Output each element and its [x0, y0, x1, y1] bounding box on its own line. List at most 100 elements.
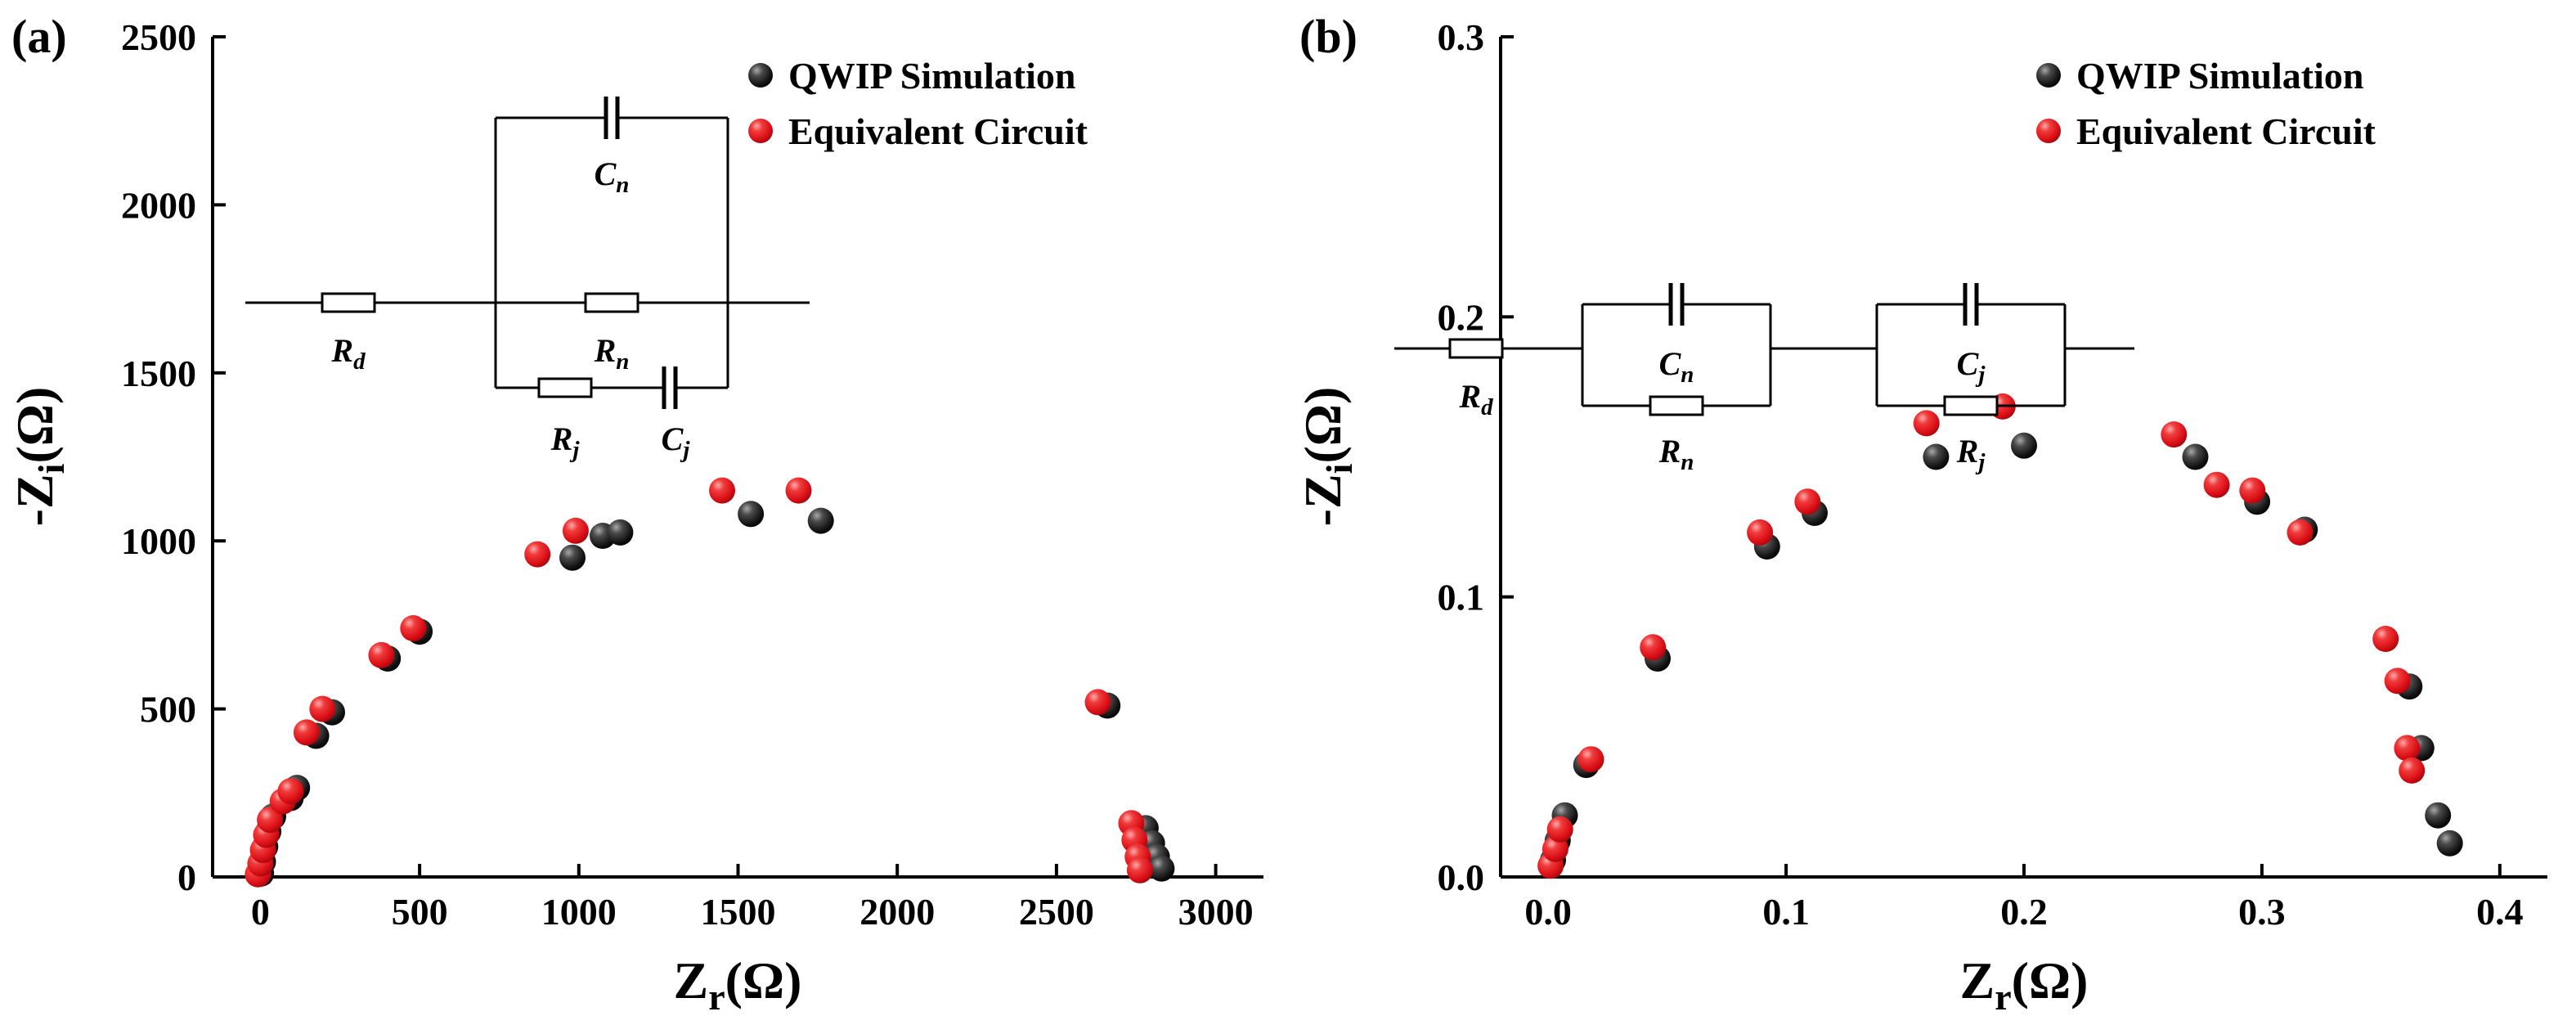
data-point-red-sphere [2384, 668, 2411, 695]
y-tick-label: 0.3 [1438, 16, 1485, 58]
data-point-black-sphere [1923, 443, 1950, 470]
data-point-red-sphere [1126, 856, 1153, 883]
y-axis-title-main: -Z [1294, 474, 1352, 526]
data-point-black-sphere [1148, 855, 1175, 882]
legend-label-qwip: QWIP Simulation [788, 55, 1075, 97]
x-tick-label: 500 [392, 891, 448, 933]
resistor-rn-icon [584, 292, 640, 313]
chart-b-svg: 0.0 0.1 0.2 0.3 0.40.00.10.20.3 (b) Zr(Ω) -Z… [1294, 10, 2547, 1018]
y-axis-title-sub: i [30, 463, 72, 474]
x-axis-title-sub: r [708, 976, 725, 1018]
chart-a-svg: 0 500 1000 1500 2000 2500 3000 0 500 1000 1500 2000… [6, 10, 1263, 1018]
data-point-black-sphere [2436, 829, 2463, 856]
y-tick-label: 2000 [121, 184, 196, 226]
data-point-red-sphere [1577, 746, 1604, 773]
legend-marker-black-sphere [2036, 63, 2061, 88]
y-axis-title-main: -Z [6, 474, 64, 526]
legend-marker-red-sphere [2036, 119, 2061, 143]
resistor-rj-icon [537, 377, 593, 398]
label-rj: Rj [1956, 433, 1986, 475]
legend-a: QWIP Simulation Equivalent Circuit [748, 55, 1088, 152]
label-rn: Rn [594, 332, 630, 375]
data-point-red-sphere [1640, 634, 1667, 661]
y-tick-label: 500 [140, 689, 196, 731]
data-point-red-sphere [2394, 735, 2421, 762]
resistor-rd-icon [1448, 338, 1504, 359]
data-point-red-sphere [2203, 471, 2230, 498]
label-cj: Cj [662, 420, 691, 463]
data-point-red-sphere [1084, 689, 1111, 716]
label-cj: Cj [1957, 345, 1986, 388]
y-axis-title-sub: i [1318, 463, 1360, 474]
x-tick-label: 0.3 [2238, 891, 2286, 933]
circuit-inset-b: Rd Cn Rn Cj Rj [1394, 283, 2134, 475]
y-tick-label: 0 [177, 856, 196, 898]
data-point-red-sphere [1794, 488, 1821, 515]
legend-marker-red-sphere [748, 119, 773, 143]
panel-a: 0 500 1000 1500 2000 2500 3000 0 500 1000 1500 2000… [0, 0, 1288, 1030]
x-tick-label: 0.0 [1524, 891, 1572, 933]
y-tick-label: 2500 [121, 16, 196, 58]
x-axis-title-suffix: (Ω) [725, 951, 802, 1009]
label-cn: Cn [1659, 345, 1694, 388]
label-rd: Rd [330, 332, 366, 375]
legend-marker-black-sphere [748, 63, 773, 88]
label-rj: Rj [550, 420, 581, 463]
y-axis-title-a: -Zi(Ω) [6, 387, 72, 527]
panel-letter-a: (a) [11, 10, 67, 63]
y-tick-label: 1500 [121, 353, 196, 394]
plot-layer-b: 0.0 0.1 0.2 0.3 0.4 0.0 0.1 0.2 0.3 [1438, 16, 2547, 933]
resistor-rj-icon [1943, 395, 1999, 416]
data-point-red-sphere [524, 541, 551, 568]
data-point-red-sphere [368, 641, 395, 668]
data-point-red-sphere [309, 695, 336, 722]
circuit-inset-a: Rd Cn Rn Rj Cj [245, 97, 810, 463]
panel-b: 0.0 0.1 0.2 0.3 0.4 0.0 0.1 0.2 0.3 (b) Zr(Ω) -Z… [1288, 0, 2576, 1030]
resistor-rn-icon [1649, 395, 1704, 416]
data-point-red-sphere [2372, 626, 2399, 652]
x-tick-label: 3000 [1178, 891, 1254, 933]
y-axis-title-suffix: (Ω) [1294, 387, 1352, 464]
data-point-red-sphere [2287, 519, 2313, 546]
panel-letter-b: (b) [1299, 10, 1358, 63]
data-point-red-sphere [562, 517, 589, 544]
data-point-red-sphere [257, 807, 284, 834]
label-cn: Cn [595, 155, 630, 198]
x-axis-title-a: Zr(Ω) [674, 951, 802, 1018]
y-tick-label: 1000 [121, 520, 196, 562]
y-tick-label: 0.2 [1438, 296, 1485, 338]
data-point-red-sphere [785, 477, 812, 504]
x-axis-title-main: Z [674, 951, 709, 1009]
data-point-red-sphere [1546, 816, 1573, 843]
x-tick-label: 0.2 [2000, 891, 2048, 933]
x-axis-title-b: Zr(Ω) [1960, 951, 2089, 1018]
data-point-red-sphere [1542, 835, 1568, 862]
data-point-red-sphere [400, 615, 427, 641]
legend-label-qwip: QWIP Simulation [2076, 55, 2363, 97]
label-rd: Rd [1458, 378, 1493, 420]
data-point-black-sphere [807, 507, 834, 534]
x-tick-label: 1500 [701, 891, 776, 933]
label-rn: Rn [1658, 433, 1694, 475]
data-point-red-sphere [1747, 519, 1774, 546]
x-tick-label: 0 [251, 891, 270, 933]
x-tick-label: 2000 [859, 891, 935, 933]
x-axis-title-suffix: (Ω) [2012, 951, 2089, 1009]
data-point-black-sphere [559, 544, 586, 571]
resistor-rd-icon [321, 292, 376, 313]
data-point-red-sphere [709, 477, 735, 504]
y-axis-title-suffix: (Ω) [6, 387, 64, 464]
data-point-black-sphere [2011, 432, 2037, 459]
data-point-black-sphere [2182, 443, 2209, 470]
data-point-red-sphere [2239, 477, 2266, 504]
data-point-black-sphere [607, 519, 634, 546]
data-point-black-sphere [2425, 802, 2452, 829]
y-axis-title-b: -Zi(Ω) [1294, 387, 1360, 527]
data-point-red-sphere [2161, 421, 2188, 448]
legend-b: QWIP Simulation Equivalent Circuit [2036, 55, 2376, 152]
x-axis-title-sub: r [1995, 976, 2011, 1018]
data-point-black-sphere [738, 501, 765, 528]
data-point-red-sphere [293, 719, 320, 746]
y-tick-label: 0.0 [1438, 856, 1485, 898]
